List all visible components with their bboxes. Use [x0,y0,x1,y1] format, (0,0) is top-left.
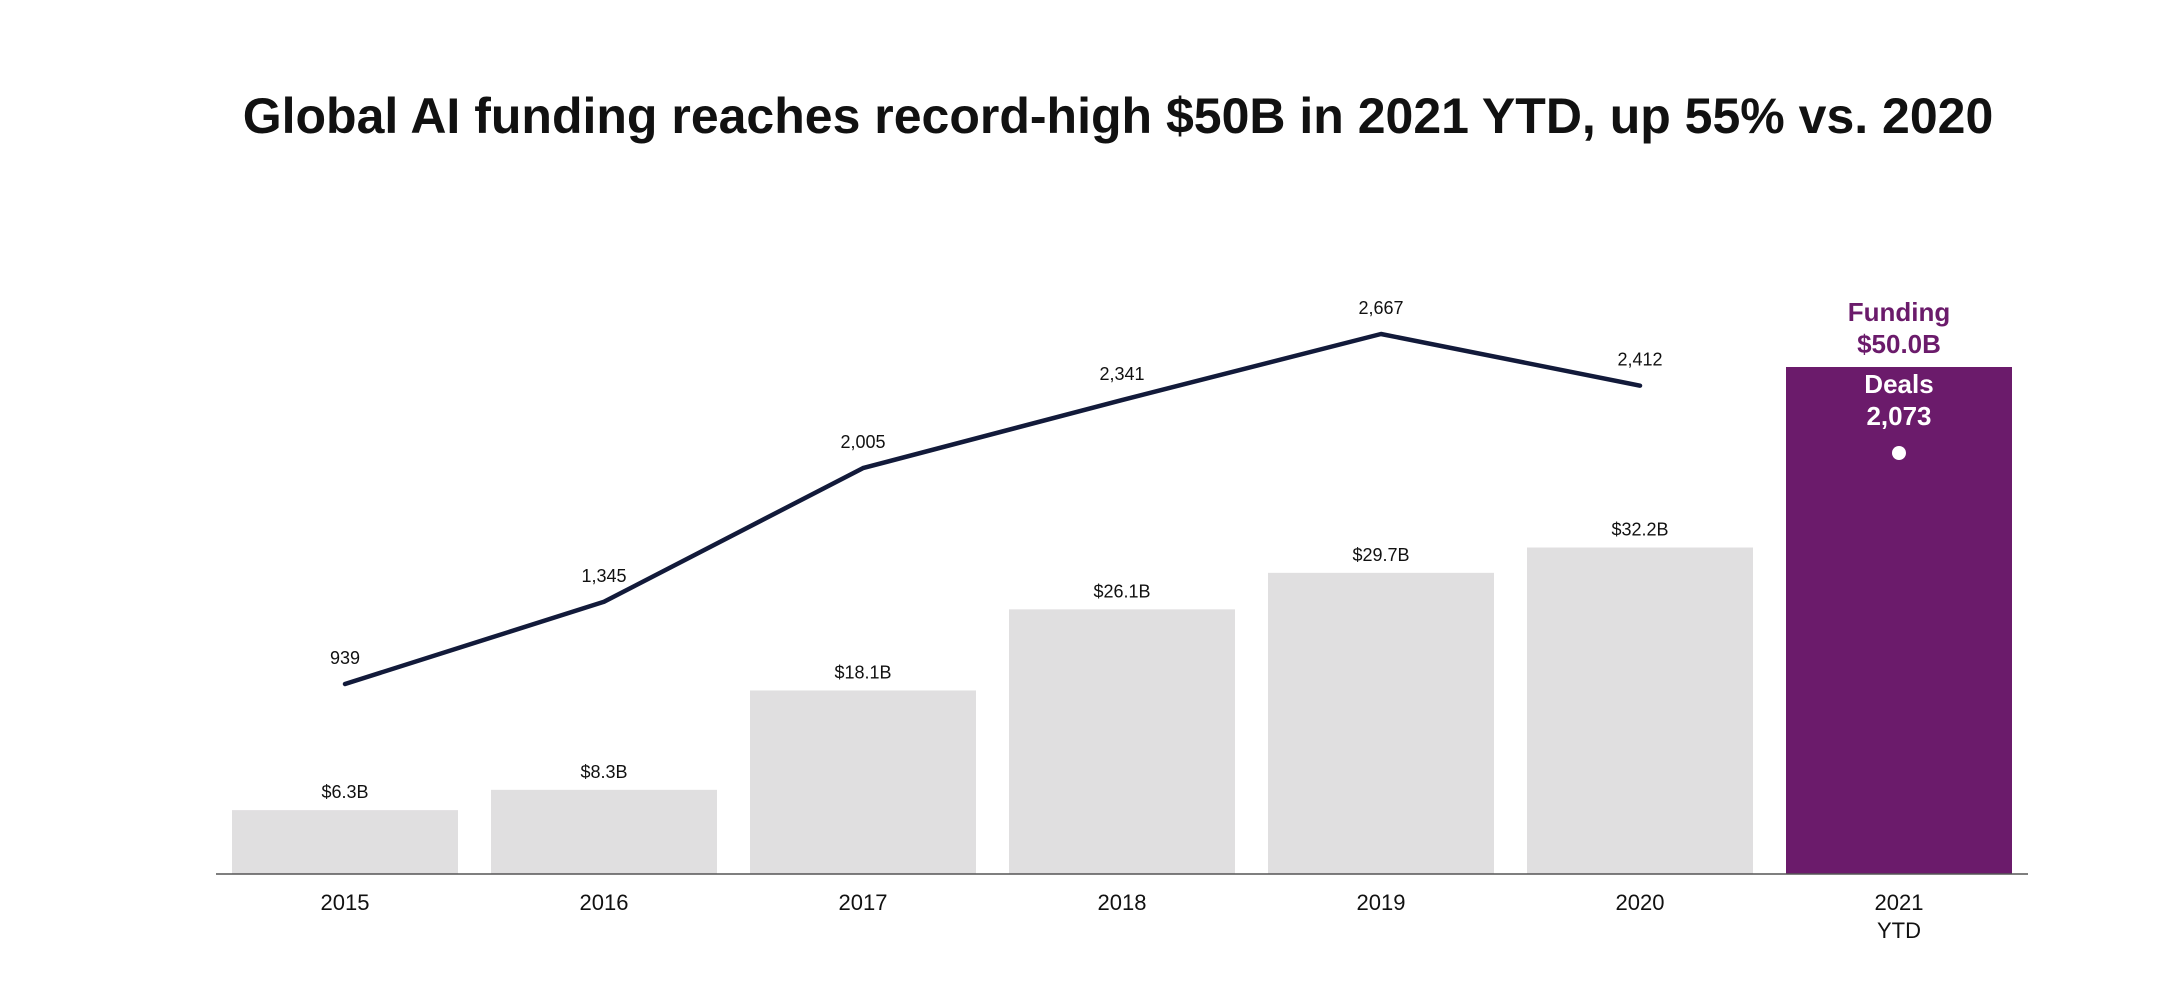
highlight-deals-value: 2,073 [1866,401,1931,431]
x-axis-ticks: 2015 2016 2017 2018 2019 2020 2021 YTD [321,890,1924,943]
funding-data-label: $29.7B [1352,545,1409,565]
x-tick-label: 2018 [1098,890,1147,915]
bar-0 [232,810,458,874]
bar-6 [1786,367,2012,874]
deals-data-label: 2,667 [1358,298,1403,318]
funding-data-label: $18.1B [834,662,891,682]
highlight-funding-title: Funding [1848,297,1951,327]
x-tick-label: 2019 [1357,890,1406,915]
deals-line-layer [342,331,1643,687]
deals-point-highlight [1892,446,1906,460]
deals-line [342,331,1643,687]
highlight-deals-title: Deals [1864,369,1933,399]
bar-4 [1268,572,1494,874]
x-tick-label: 2021 YTD [1875,890,1924,943]
funding-data-label: $8.3B [580,762,627,782]
x-tick-label: 2016 [580,890,629,915]
labels-layer: $6.3B $8.3B $18.1B $26.1B $29.7B $32.2B 939 1,3… [321,298,1668,802]
deals-data-label: 2,005 [840,432,885,452]
funding-data-label: $32.2B [1611,519,1668,539]
x-tick-label: 2015 [321,890,370,915]
deals-data-label: 939 [330,648,360,668]
deals-data-label: 2,412 [1617,350,1662,370]
bar-2 [750,690,976,874]
funding-data-label: $26.1B [1093,581,1150,601]
deals-data-label: 2,341 [1099,364,1144,384]
x-tick-label: 2017 [839,890,888,915]
chart-title: Global AI funding reaches record-high $5… [243,88,1994,144]
bar-5 [1527,547,1753,874]
highlight-funding-value: $50.0B [1857,329,1941,359]
funding-bars [232,367,2012,874]
funding-data-label: $6.3B [321,782,368,802]
deals-data-label: 1,345 [581,566,626,586]
x-tick-label: 2020 [1616,890,1665,915]
bar-1 [491,789,717,874]
bar-3 [1009,609,1235,874]
